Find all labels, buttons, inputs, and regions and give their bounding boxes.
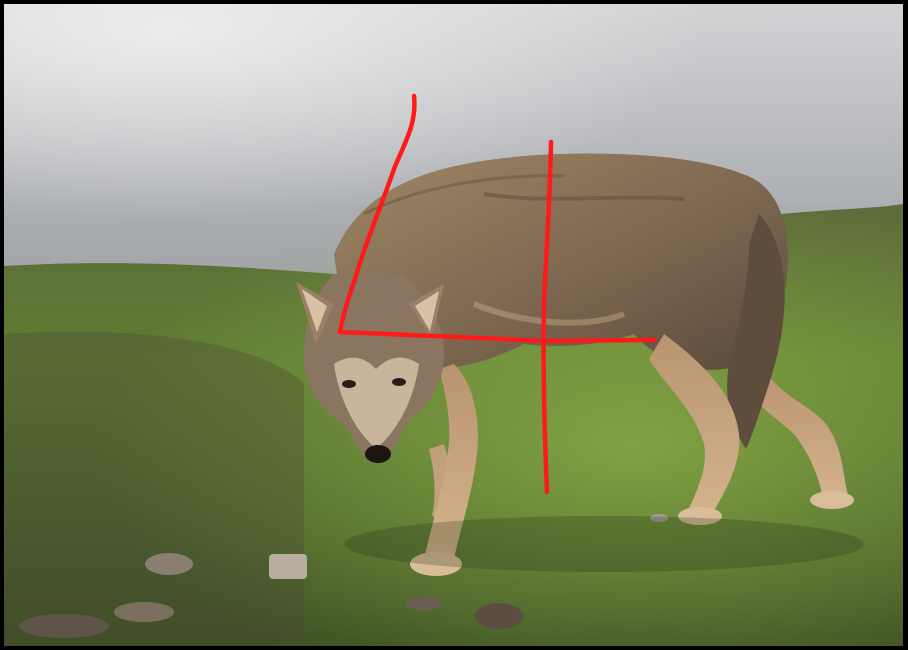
wolf-photo [4,4,903,646]
photo-canvas [4,4,903,646]
dirt-patch [4,331,304,646]
wolf-shadow [344,516,864,572]
annotation-vertical-line [541,139,554,495]
rocks [19,514,668,638]
annotation-horizontal-line [337,329,657,344]
annotation-diagonal-line [337,93,417,335]
wolf [296,153,854,576]
red-annotation-lines [337,93,657,495]
